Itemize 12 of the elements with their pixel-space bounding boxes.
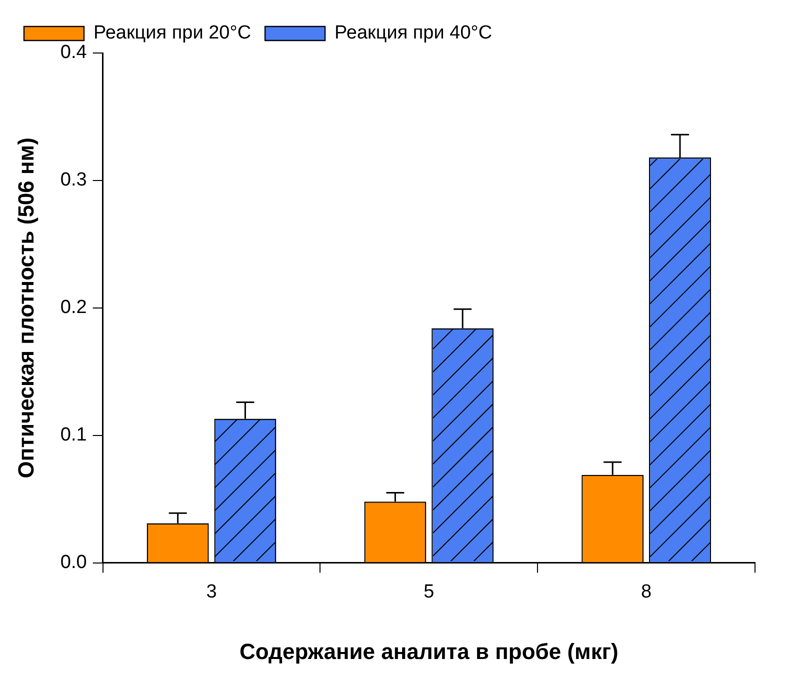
x-tick-label: 3 xyxy=(206,581,217,602)
y-tick-label: 0.1 xyxy=(60,424,87,446)
y-tick-label: 0.3 xyxy=(60,170,87,191)
y-axis-title: Оптическая плотность (506 нм) xyxy=(13,138,38,478)
legend-label: Реакция при 20°C xyxy=(94,22,252,44)
y-tick-label: 0.4 xyxy=(60,42,88,64)
y-tick-label: 0.2 xyxy=(60,297,87,318)
x-tick-label: 5 xyxy=(424,581,434,602)
x-tick-label: 8 xyxy=(641,581,652,602)
y-tick-label: 0.0 xyxy=(60,552,87,574)
legend-label: Реакция при 40°C xyxy=(334,22,492,44)
x-axis-title: Содержание аналита в пробе (мкг) xyxy=(239,638,618,664)
